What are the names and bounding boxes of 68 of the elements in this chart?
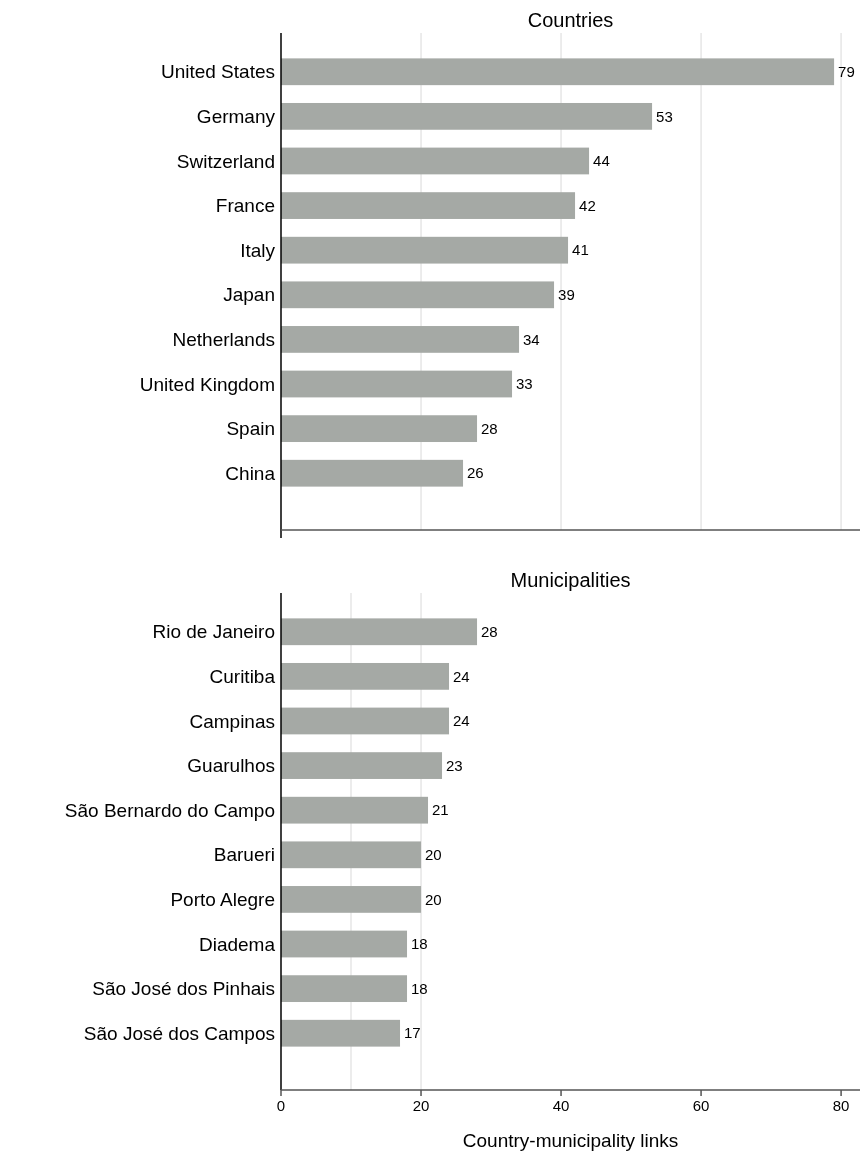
data-label: 28 xyxy=(481,419,498,437)
y-tick-label: Diadema xyxy=(198,933,276,955)
y-tick-label: Italy xyxy=(240,239,276,261)
data-label: 33 xyxy=(516,375,533,393)
data-label: 21 xyxy=(432,801,449,819)
bar xyxy=(281,618,478,646)
chart-title: Municipalities xyxy=(510,569,631,591)
y-tick-label: Guarulhos xyxy=(187,755,275,777)
bar xyxy=(281,326,520,353)
x-tick-label: 60 xyxy=(692,1097,710,1114)
data-label: 41 xyxy=(572,241,589,259)
bar xyxy=(281,841,422,869)
y-tick-label: China xyxy=(225,462,276,484)
bar xyxy=(281,102,653,130)
y-tick-label: Switzerland xyxy=(176,150,275,172)
y-tick-label: United Kingdom xyxy=(139,373,275,395)
y-tick-label: Campinas xyxy=(189,710,275,732)
y-tick-label: São Bernardo do Campo xyxy=(64,799,275,821)
data-label: 39 xyxy=(558,286,575,304)
x-tick-label: 80 xyxy=(832,1097,850,1114)
bar xyxy=(281,415,478,443)
bar xyxy=(281,459,464,487)
bar xyxy=(281,236,569,264)
data-label: 17 xyxy=(404,1024,421,1042)
data-label: 20 xyxy=(425,890,442,908)
x-tick-label: 0 xyxy=(276,1097,286,1114)
y-tick-label: Rio de Janeiro xyxy=(152,621,275,643)
y-tick-label: Germany xyxy=(196,106,276,128)
data-label: 34 xyxy=(523,330,540,348)
y-tick-label: Japan xyxy=(223,284,275,306)
bar xyxy=(281,975,408,1003)
data-label: 42 xyxy=(579,196,596,214)
bar xyxy=(281,886,422,913)
y-tick-label: United States xyxy=(160,61,275,83)
data-label: 53 xyxy=(656,107,673,125)
y-tick-label: São José dos Pinhais xyxy=(92,978,275,1000)
data-label: 18 xyxy=(411,979,428,997)
data-label: 24 xyxy=(453,667,470,685)
bar xyxy=(281,281,555,309)
y-tick-label: France xyxy=(215,195,275,217)
bar xyxy=(281,370,513,398)
y-tick-label: Netherlands xyxy=(172,329,275,351)
bar xyxy=(281,662,450,690)
data-label: 44 xyxy=(593,152,610,170)
y-tick-label: São José dos Campos xyxy=(83,1022,275,1044)
data-label: 24 xyxy=(453,712,470,730)
chart-title: Countries xyxy=(527,9,614,31)
bar xyxy=(281,930,408,958)
x-axis-title: Country-municipality links xyxy=(462,1130,679,1151)
bar xyxy=(281,192,576,219)
bar xyxy=(281,752,443,779)
bar xyxy=(281,707,450,735)
y-tick-label: Porto Alegre xyxy=(170,889,275,911)
bar xyxy=(281,1019,401,1047)
bar xyxy=(281,796,429,824)
data-label: 26 xyxy=(467,464,484,482)
bar xyxy=(281,58,835,86)
x-tick-label: 40 xyxy=(552,1097,570,1114)
data-label: 23 xyxy=(446,756,463,774)
data-label: 18 xyxy=(411,935,428,953)
data-label: 20 xyxy=(425,846,442,864)
data-label: 79 xyxy=(838,63,855,81)
y-tick-label: Curitiba xyxy=(209,666,276,688)
data-label: 28 xyxy=(481,623,498,641)
y-tick-label: Spain xyxy=(226,418,275,440)
y-tick-label: Barueri xyxy=(213,844,275,866)
bar xyxy=(281,147,590,175)
x-tick-label: 20 xyxy=(412,1097,430,1114)
